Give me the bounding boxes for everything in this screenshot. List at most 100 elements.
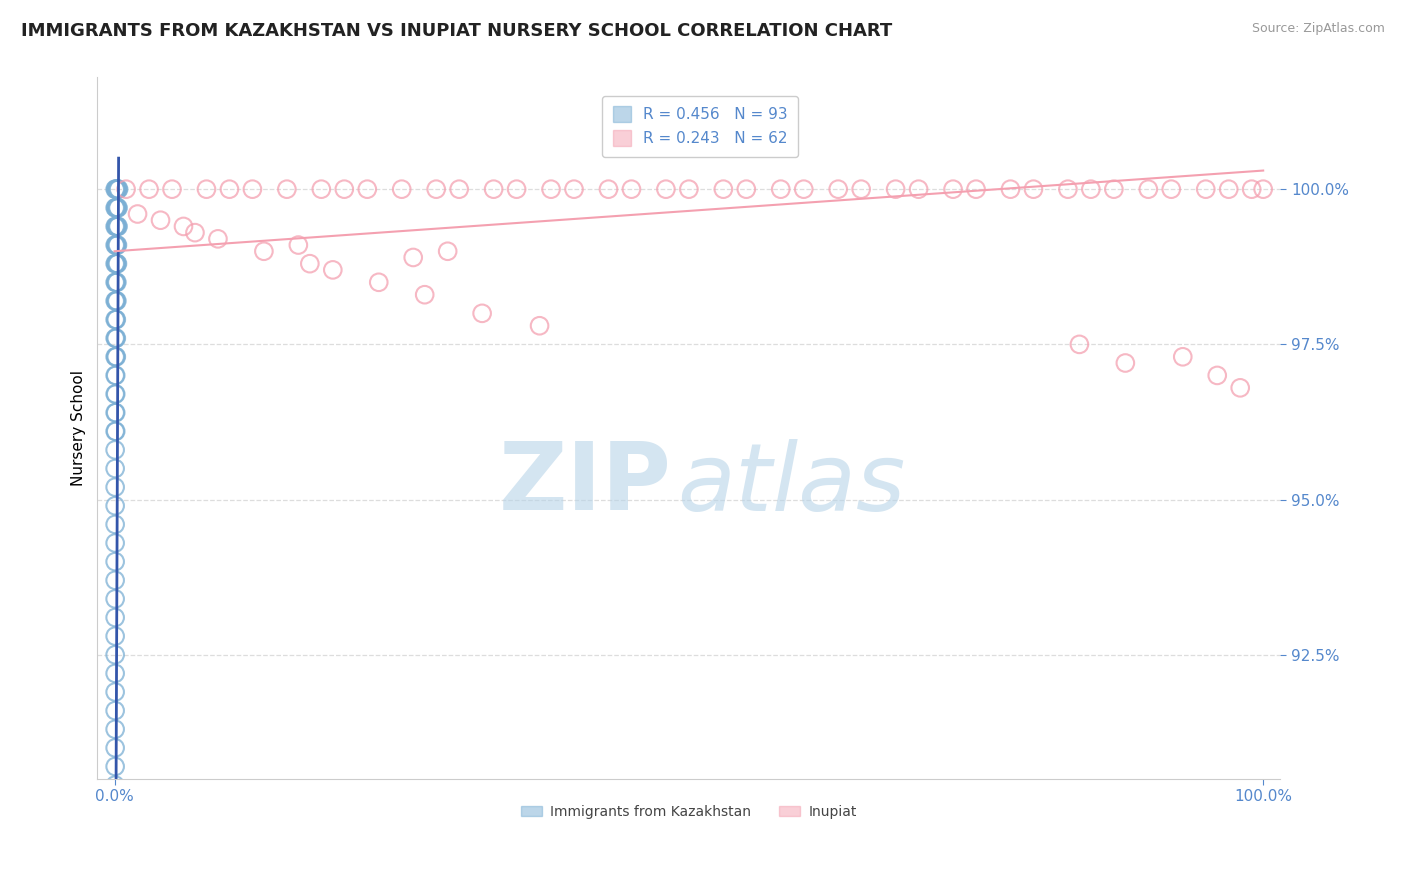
Point [105, 182, 128, 196]
Point [1229, 381, 1251, 395]
Point [505, 182, 527, 196]
Point [655, 182, 678, 196]
Point [965, 182, 987, 196]
Point [105, 312, 128, 326]
Point [1102, 182, 1125, 196]
Point [562, 182, 585, 196]
Point [298, 257, 321, 271]
Point [107, 257, 129, 271]
Point [104, 219, 127, 234]
Point [127, 207, 149, 221]
Point [104, 815, 127, 830]
Point [105, 275, 128, 289]
Point [104, 685, 127, 699]
Point [104, 182, 127, 196]
Point [367, 275, 389, 289]
Point [104, 275, 127, 289]
Point [138, 182, 160, 196]
Point [104, 424, 127, 438]
Point [104, 871, 127, 886]
Point [115, 182, 138, 196]
Point [104, 406, 127, 420]
Point [107, 219, 129, 234]
Text: Source: ZipAtlas.com: Source: ZipAtlas.com [1251, 22, 1385, 36]
Point [1137, 182, 1160, 196]
Point [287, 238, 309, 252]
Point [173, 219, 195, 234]
Point [104, 331, 127, 345]
Point [1057, 182, 1080, 196]
Point [104, 629, 127, 643]
Y-axis label: Nursery School: Nursery School [72, 370, 86, 486]
Point [104, 293, 127, 308]
Point [104, 275, 127, 289]
Point [1195, 182, 1218, 196]
Point [322, 263, 344, 277]
Point [104, 442, 127, 457]
Point [104, 350, 127, 364]
Point [678, 182, 700, 196]
Point [104, 499, 127, 513]
Point [105, 182, 128, 196]
Point [104, 182, 127, 196]
Point [149, 213, 172, 227]
Point [107, 201, 129, 215]
Point [105, 201, 128, 215]
Point [104, 219, 127, 234]
Point [104, 238, 127, 252]
Point [1251, 182, 1274, 196]
Point [849, 182, 872, 196]
Point [104, 368, 127, 383]
Point [105, 331, 128, 345]
Point [104, 797, 127, 811]
Point [1000, 182, 1022, 196]
Point [104, 350, 127, 364]
Point [104, 406, 127, 420]
Point [104, 666, 127, 681]
Point [827, 182, 849, 196]
Point [104, 257, 127, 271]
Point [104, 517, 127, 532]
Point [104, 424, 127, 438]
Point [735, 182, 758, 196]
Point [105, 238, 128, 252]
Point [105, 257, 128, 271]
Point [402, 251, 425, 265]
Point [104, 759, 127, 773]
Point [104, 312, 127, 326]
Point [105, 219, 128, 234]
Point [1114, 356, 1136, 370]
Point [105, 201, 128, 215]
Point [107, 182, 129, 196]
Point [884, 182, 907, 196]
Point [449, 182, 471, 196]
Point [620, 182, 643, 196]
Point [793, 182, 815, 196]
Point [104, 312, 127, 326]
Point [540, 182, 562, 196]
Point [184, 226, 207, 240]
Point [104, 387, 127, 401]
Point [104, 834, 127, 848]
Point [311, 182, 333, 196]
Text: atlas: atlas [678, 439, 905, 530]
Point [104, 201, 127, 215]
Point [471, 306, 494, 320]
Point [104, 461, 127, 475]
Point [276, 182, 298, 196]
Point [1240, 182, 1263, 196]
Point [1022, 182, 1045, 196]
Point [333, 182, 356, 196]
Point [104, 574, 127, 588]
Point [598, 182, 620, 196]
Point [105, 350, 128, 364]
Point [253, 244, 276, 259]
Point [105, 293, 128, 308]
Point [105, 219, 128, 234]
Point [104, 610, 127, 624]
Point [104, 480, 127, 494]
Point [104, 257, 127, 271]
Text: IMMIGRANTS FROM KAZAKHSTAN VS INUPIAT NURSERY SCHOOL CORRELATION CHART: IMMIGRANTS FROM KAZAKHSTAN VS INUPIAT NU… [21, 22, 893, 40]
Point [104, 368, 127, 383]
Point [105, 275, 128, 289]
